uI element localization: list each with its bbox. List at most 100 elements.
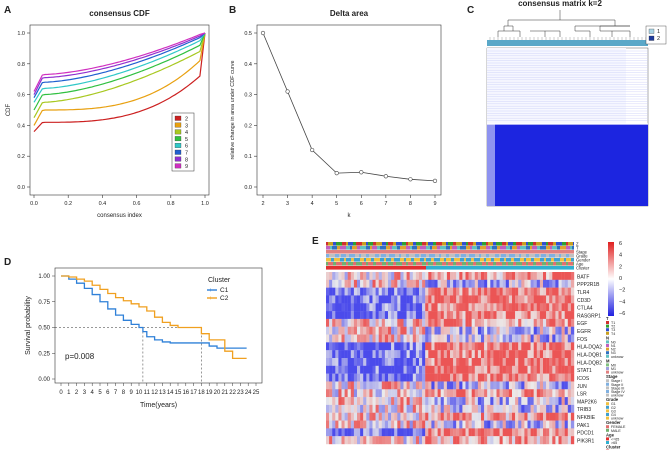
heatmap-cell bbox=[384, 358, 389, 367]
heatmap-cell bbox=[446, 404, 451, 413]
delta-point bbox=[310, 147, 315, 153]
heatmap-cell bbox=[570, 326, 575, 335]
annotation-cell bbox=[430, 266, 432, 270]
heatmap-cell bbox=[434, 342, 438, 351]
annotation-cell bbox=[384, 258, 386, 262]
heatmap-cell bbox=[552, 373, 556, 382]
heatmap-cell bbox=[372, 279, 376, 288]
heatmap-cell bbox=[496, 318, 500, 327]
heatmap-cell bbox=[459, 404, 463, 413]
heatmap-cell bbox=[415, 365, 420, 374]
annotation-cell bbox=[552, 246, 557, 250]
heatmap-cell bbox=[512, 389, 516, 398]
heatmap-cell bbox=[329, 272, 333, 281]
heatmap-cell bbox=[446, 295, 451, 304]
heatmap-cell bbox=[462, 318, 466, 327]
annotation-cell bbox=[383, 250, 386, 254]
heatmap-cell bbox=[338, 389, 342, 398]
annotation-cell bbox=[366, 242, 368, 246]
legend-item-label: unknow bbox=[611, 355, 624, 359]
heatmap-cell bbox=[412, 334, 417, 343]
heatmap-cell bbox=[353, 397, 358, 406]
heatmap-cell bbox=[363, 373, 367, 382]
cdf-ytick-label: 0.6 bbox=[17, 93, 25, 99]
heatmap-cell bbox=[539, 397, 544, 406]
heatmap-cell bbox=[437, 350, 441, 359]
heatmap-cell bbox=[403, 404, 407, 413]
heatmap-cell bbox=[496, 428, 500, 437]
delta-ylabel: relative change in area under CDF curve bbox=[230, 60, 236, 159]
heatmap-cell bbox=[335, 420, 339, 429]
heatmap-cell bbox=[515, 311, 519, 320]
heatmap-cell bbox=[465, 272, 469, 281]
heatmap-cell bbox=[406, 389, 410, 398]
annotation-cell bbox=[480, 266, 486, 270]
delta-frame bbox=[256, 24, 442, 196]
heatmap-cell bbox=[512, 404, 516, 413]
heatmap-cell bbox=[434, 295, 438, 304]
heatmap-cell bbox=[360, 436, 364, 445]
heatmap-cell bbox=[326, 404, 330, 413]
heatmap-cell bbox=[412, 373, 417, 382]
heatmap-cell bbox=[558, 358, 562, 367]
heatmap-cell bbox=[487, 420, 491, 429]
heatmap-cell bbox=[453, 342, 457, 351]
heatmap-cell bbox=[481, 311, 485, 320]
heatmap-cell bbox=[440, 350, 444, 359]
heatmap-cell bbox=[539, 334, 544, 343]
heatmap-cell bbox=[536, 326, 541, 335]
heatmap-cell bbox=[484, 318, 488, 327]
heatmap-cell bbox=[360, 373, 364, 382]
heatmap-cell bbox=[388, 389, 392, 398]
annotation-cell bbox=[424, 258, 426, 262]
heatmap-cell bbox=[471, 373, 475, 382]
annotation-cell bbox=[428, 242, 433, 246]
heatmap-cell bbox=[381, 311, 386, 320]
heatmap-cell bbox=[344, 358, 348, 367]
annotation-cell bbox=[552, 266, 557, 270]
cdf-legend-label: 8 bbox=[185, 157, 188, 163]
heatmap-cell bbox=[546, 279, 550, 288]
heatmap-cell bbox=[493, 342, 497, 351]
heatmap-cell bbox=[518, 326, 522, 335]
heatmap-cell bbox=[505, 373, 510, 382]
heatmap-cell bbox=[369, 420, 373, 429]
annotation-cell bbox=[380, 258, 384, 262]
heatmap-cell bbox=[363, 428, 367, 437]
annotation-cell bbox=[566, 254, 569, 258]
heatmap-cell bbox=[329, 334, 333, 343]
heatmap-cell bbox=[446, 373, 451, 382]
cdf-legend-label: 3 bbox=[185, 123, 188, 129]
heatmap-cell bbox=[493, 295, 497, 304]
heatmap-cell bbox=[431, 436, 435, 445]
heatmap-cell bbox=[350, 326, 355, 335]
heatmap-cell bbox=[546, 334, 550, 343]
heatmap-cell bbox=[450, 342, 454, 351]
annotation-cell bbox=[475, 254, 479, 258]
heatmap-cell bbox=[391, 412, 395, 421]
heatmap-cell bbox=[347, 365, 351, 374]
heatmap-cell bbox=[474, 303, 479, 312]
heatmap-cell bbox=[363, 303, 367, 312]
heatmap-cell bbox=[335, 412, 339, 421]
annotation-cell bbox=[416, 250, 418, 254]
heatmap-cell bbox=[415, 420, 420, 429]
heatmap-cell bbox=[431, 412, 435, 421]
heatmap-cell bbox=[434, 436, 438, 445]
annotation-cell bbox=[462, 262, 466, 266]
heatmap-cell bbox=[375, 436, 379, 445]
annotation-cell bbox=[348, 262, 353, 266]
heatmap-cell bbox=[409, 334, 413, 343]
heatmap-cell bbox=[570, 428, 575, 437]
heatmap-cell bbox=[388, 272, 392, 281]
heatmap-cell bbox=[474, 326, 479, 335]
annotation-cell bbox=[532, 250, 536, 254]
heatmap-cell bbox=[552, 303, 556, 312]
heatmap-cell bbox=[397, 326, 401, 335]
heatmap-cell bbox=[434, 358, 438, 367]
heatmap-cell bbox=[357, 318, 361, 327]
annotation-cell bbox=[506, 266, 510, 270]
consensus-title: consensus matrix k=2 bbox=[518, 0, 602, 8]
heatmap-cell bbox=[437, 303, 441, 312]
heatmap-cell bbox=[388, 295, 392, 304]
